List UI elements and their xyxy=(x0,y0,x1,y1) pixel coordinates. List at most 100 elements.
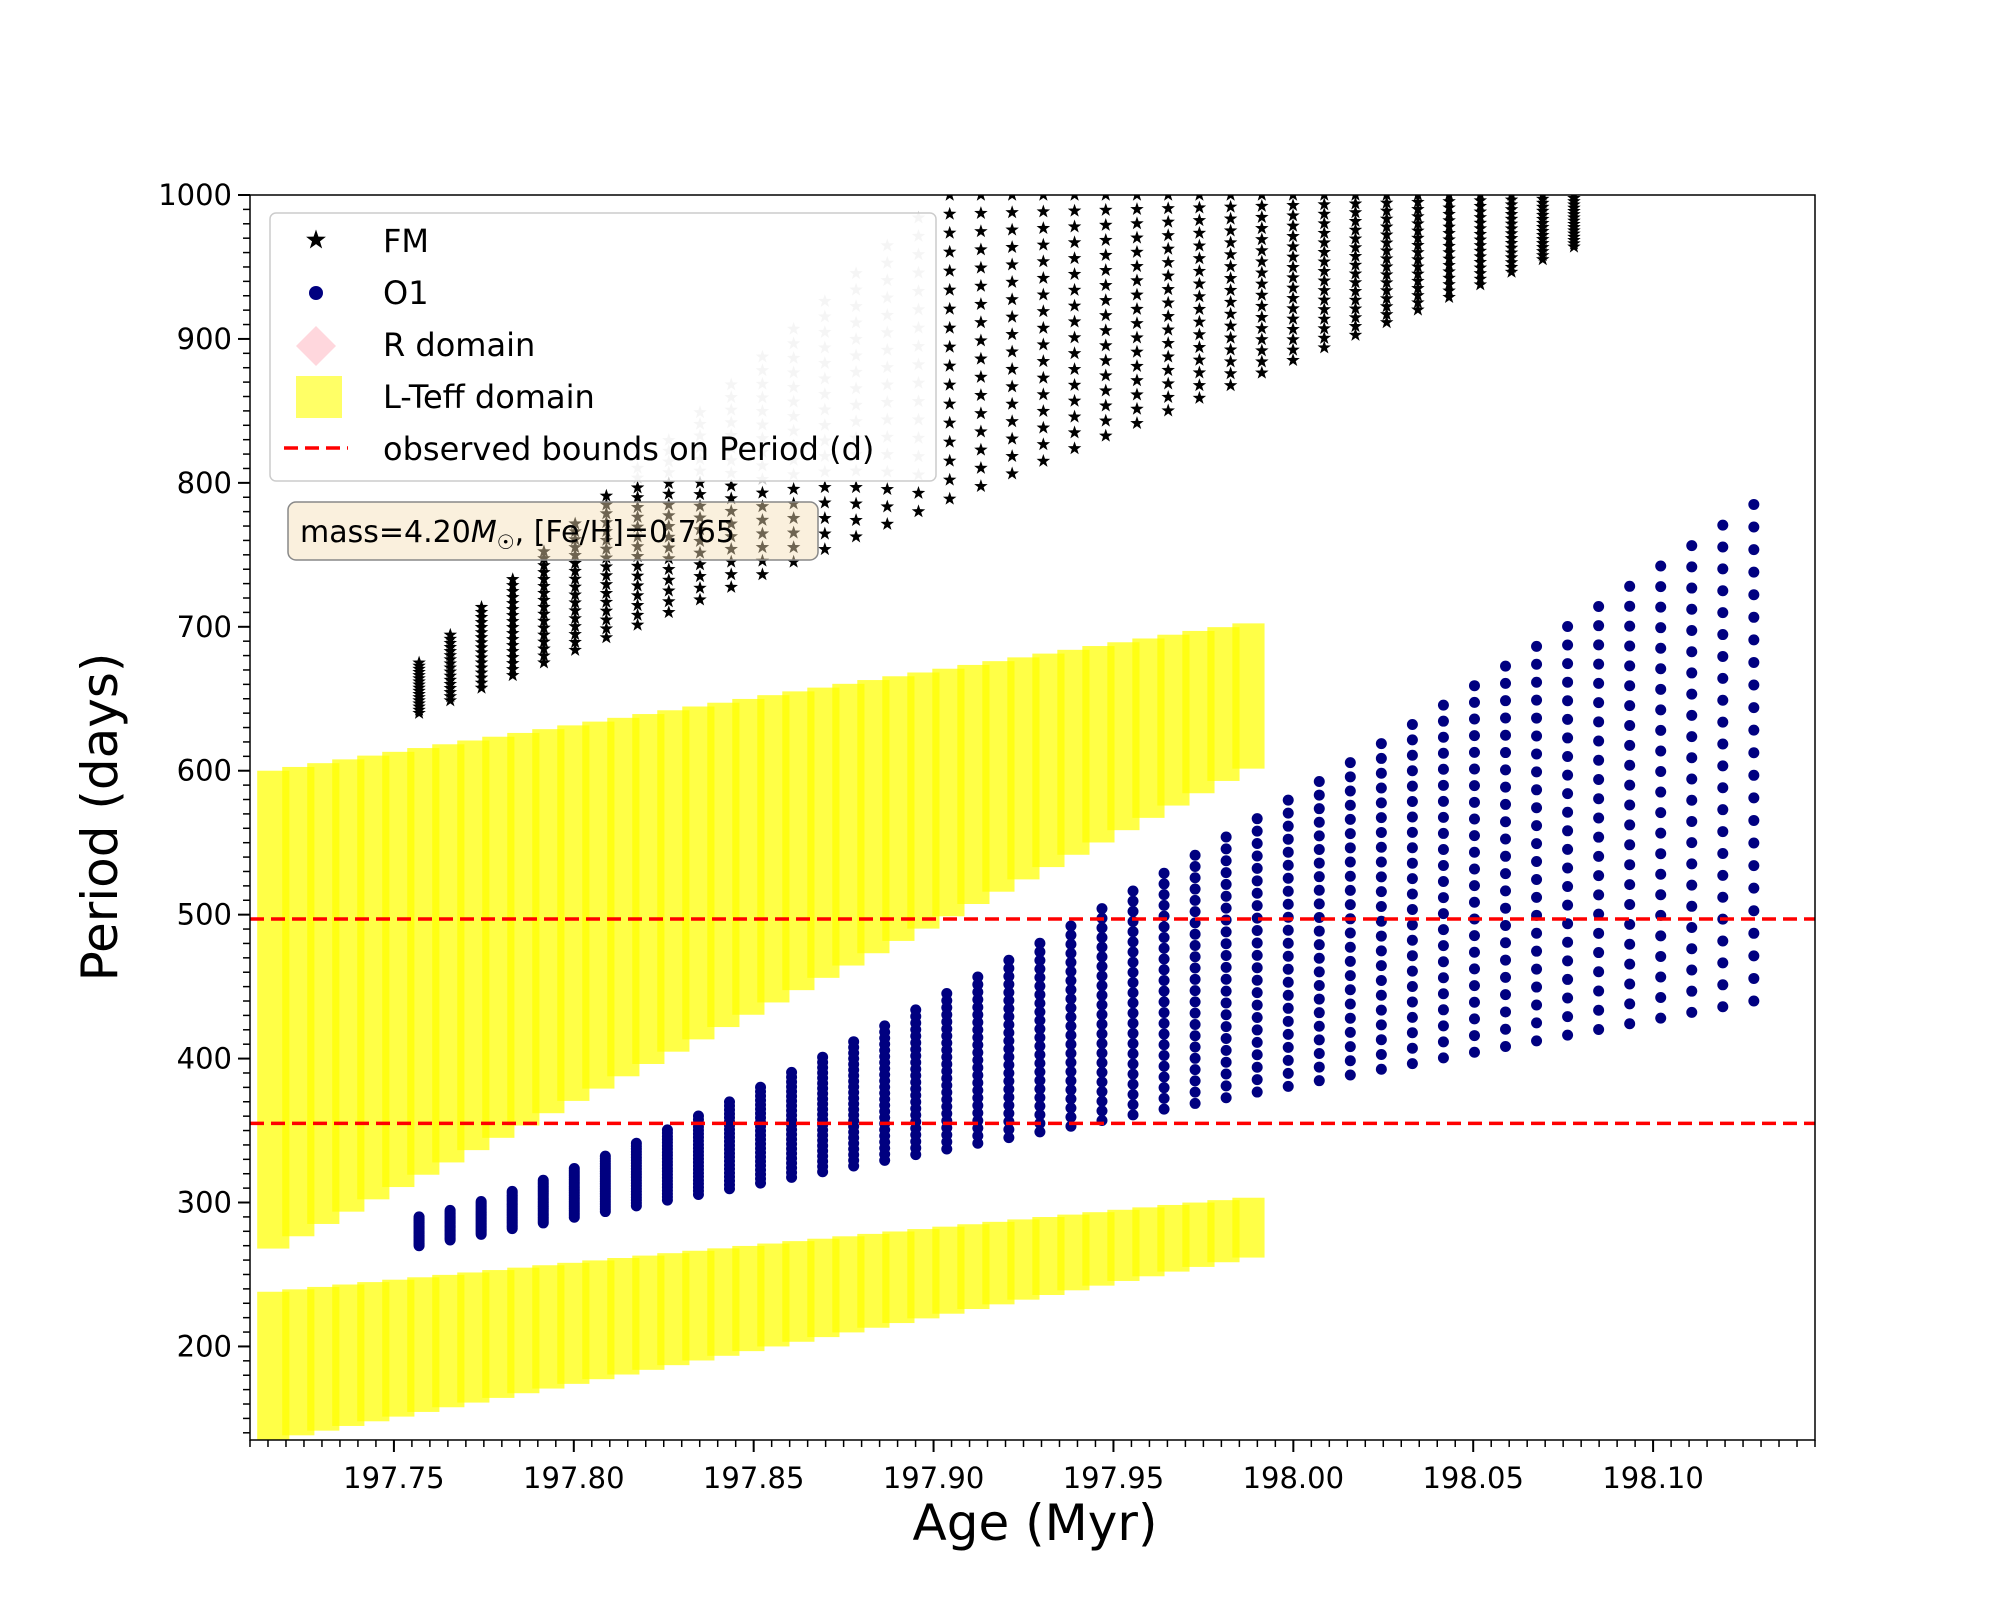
o1-point xyxy=(972,1047,984,1059)
o1-point xyxy=(1686,667,1698,679)
fm-point xyxy=(1255,321,1269,335)
o1-point xyxy=(1375,886,1387,898)
fm-point xyxy=(974,297,988,311)
o1-point xyxy=(1034,1100,1046,1112)
fm-point xyxy=(1192,200,1207,214)
o1-point xyxy=(1189,928,1201,940)
o1-point xyxy=(1096,1057,1108,1069)
o1-point xyxy=(1251,1049,1263,1061)
o1-point xyxy=(1437,1036,1449,1048)
o1-point xyxy=(1748,927,1760,939)
fm-point xyxy=(1005,379,1019,393)
fm-point xyxy=(1130,373,1144,387)
o1-point xyxy=(1406,950,1418,962)
o1-point xyxy=(1034,1066,1046,1078)
legend-fm-label: FM xyxy=(383,222,429,260)
o1-point xyxy=(1127,1058,1139,1070)
o1-point xyxy=(475,1196,487,1208)
x-tick-label: 198.05 xyxy=(1422,1461,1523,1495)
o1-point xyxy=(1437,731,1449,743)
fm-point xyxy=(1223,342,1238,356)
o1-point xyxy=(1096,1095,1108,1107)
o1-point xyxy=(1375,930,1387,942)
o1-point xyxy=(1313,1047,1325,1059)
o1-point xyxy=(1655,1012,1667,1024)
o1-point xyxy=(1003,970,1015,982)
o1-point xyxy=(1251,838,1263,850)
fm-point xyxy=(942,320,957,334)
o1-point xyxy=(1034,972,1046,984)
o1-point xyxy=(1065,1057,1077,1069)
o1-point xyxy=(1158,974,1170,986)
o1-point xyxy=(972,1039,984,1051)
o1-point xyxy=(1468,813,1480,825)
fm-point xyxy=(1223,295,1238,308)
o1-point xyxy=(1220,902,1232,914)
o1-point xyxy=(1655,930,1667,942)
o1-point xyxy=(1717,738,1729,750)
o1-point xyxy=(1375,1048,1387,1060)
o1-point xyxy=(1624,1018,1636,1030)
fm-point xyxy=(1192,327,1207,341)
o1-point xyxy=(1437,795,1449,807)
o1-point xyxy=(1593,620,1605,632)
o1-point xyxy=(1344,870,1356,882)
o1-point xyxy=(1468,863,1480,875)
fm-point xyxy=(1223,271,1238,285)
o1-point xyxy=(630,1137,642,1149)
o1-point xyxy=(1748,589,1760,601)
x-tick-label: 198.10 xyxy=(1602,1461,1703,1495)
fm-point xyxy=(1130,359,1144,372)
o1-point xyxy=(1220,1056,1232,1068)
o1-point xyxy=(1313,1007,1325,1019)
o1-point xyxy=(1500,747,1512,759)
fm-point xyxy=(1161,201,1175,215)
o1-point xyxy=(1531,838,1543,850)
o1-point xyxy=(1406,826,1418,838)
fm-point xyxy=(1005,309,1019,323)
o1-point xyxy=(1096,1018,1108,1030)
o1-point xyxy=(1375,738,1387,750)
fm-point xyxy=(974,388,988,402)
o1-point xyxy=(1562,751,1574,763)
o1-point xyxy=(1096,1086,1108,1098)
legend: FM O1 R domain L-Teff domain observed bo… xyxy=(269,212,937,482)
o1-point xyxy=(1468,763,1480,775)
o1-point xyxy=(1282,898,1294,910)
o1-point xyxy=(1655,868,1667,880)
o1-point xyxy=(1158,899,1170,911)
fm-point xyxy=(1192,378,1207,392)
o1-point xyxy=(1562,862,1574,874)
fm-point xyxy=(942,206,957,220)
fm-point xyxy=(1099,383,1113,397)
o1-point xyxy=(1531,676,1543,688)
legend-frame xyxy=(269,212,937,482)
o1-point xyxy=(1127,885,1139,897)
o1-point xyxy=(972,1016,984,1028)
o1-point xyxy=(1127,1088,1139,1100)
fm-point xyxy=(1161,282,1175,296)
fm-point xyxy=(1161,295,1175,309)
o1-point xyxy=(1593,677,1605,689)
o1-point xyxy=(1406,718,1418,730)
fm-point xyxy=(1317,340,1332,354)
o1-point xyxy=(1686,688,1698,700)
o1-point xyxy=(1344,785,1356,797)
o1-point xyxy=(1406,996,1418,1008)
legend-r-domain-marker xyxy=(296,326,336,366)
fm-point xyxy=(1192,365,1207,379)
fm-point xyxy=(1036,370,1051,384)
o1-point xyxy=(1624,720,1636,732)
o1-point xyxy=(972,1122,984,1134)
fm-point xyxy=(1255,343,1269,357)
o1-point xyxy=(1375,826,1387,838)
o1-point xyxy=(1096,951,1108,963)
o1-point xyxy=(1251,962,1263,974)
o1-point xyxy=(1406,1011,1418,1023)
o1-point xyxy=(1003,954,1015,966)
o1-point xyxy=(1748,702,1760,714)
o1-point xyxy=(1127,966,1139,978)
fm-point xyxy=(1099,202,1113,216)
o1-point xyxy=(1220,831,1232,843)
o1-point xyxy=(1748,521,1760,533)
